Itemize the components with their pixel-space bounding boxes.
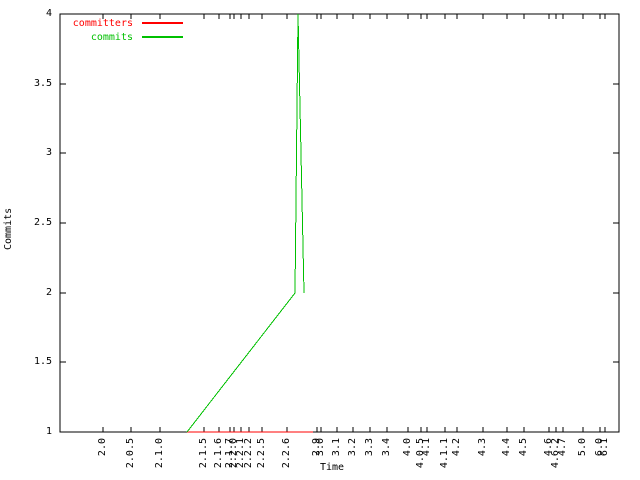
x-tick-label: 2.2.2 <box>243 438 254 469</box>
x-tick-label: 4.7 <box>557 438 568 457</box>
x-tick-label: 4.3 <box>477 438 488 457</box>
x-tick-label: 4.4 <box>501 438 512 457</box>
x-tick-label: 4.0 <box>402 438 413 457</box>
x-tick-label: 4.2 <box>451 438 462 457</box>
legend: committers commits <box>0 16 183 44</box>
y-tick-label: 2.5 <box>33 217 52 228</box>
x-tick-label: 3.4 <box>381 438 392 457</box>
x-tick-label: 3.1 <box>331 438 342 457</box>
legend-line-sample-commits <box>142 36 183 38</box>
legend-entry-commits: commits <box>0 30 183 44</box>
x-tick-label: 4.5 <box>518 438 529 457</box>
x-tick-label: 3.2 <box>347 438 358 457</box>
x-tick-label: 2.0.5 <box>125 438 136 469</box>
y-tick-label: 4 <box>45 8 52 19</box>
y-tick-label: 3 <box>45 147 52 158</box>
x-tick-label: 2.0 <box>97 438 108 457</box>
x-tick-label: 5.0 <box>577 438 588 457</box>
legend-line-sample-committers <box>142 22 183 24</box>
x-axis-title: Time <box>320 462 345 473</box>
legend-entry-committers: committers <box>0 16 183 30</box>
legend-label-committers: committers <box>72 17 133 29</box>
y-axis-title: Commits <box>3 207 14 250</box>
x-tick-label: 2.2.6 <box>281 438 292 469</box>
x-tick-label: 3.3 <box>364 438 375 457</box>
x-tick-label: 2.2.5 <box>256 438 267 469</box>
x-tick-label: 2.1.6 <box>213 438 224 469</box>
legend-label-commits: commits <box>90 31 133 43</box>
x-tick-label: 4.1.1 <box>439 438 450 469</box>
x-tick-label: 2.1.5 <box>198 438 209 469</box>
y-tick-label: 1 <box>45 426 52 437</box>
x-tick-label: 2.1.0 <box>154 438 165 469</box>
x-tick-label: 6.1 <box>599 438 610 457</box>
x-tick-label: 3.0 <box>315 438 326 457</box>
y-tick-label: 2 <box>45 287 52 298</box>
y-tick-label: 1.5 <box>33 356 52 367</box>
y-tick-label: 3.5 <box>33 78 52 89</box>
x-tick-label: 4.1 <box>421 438 432 457</box>
